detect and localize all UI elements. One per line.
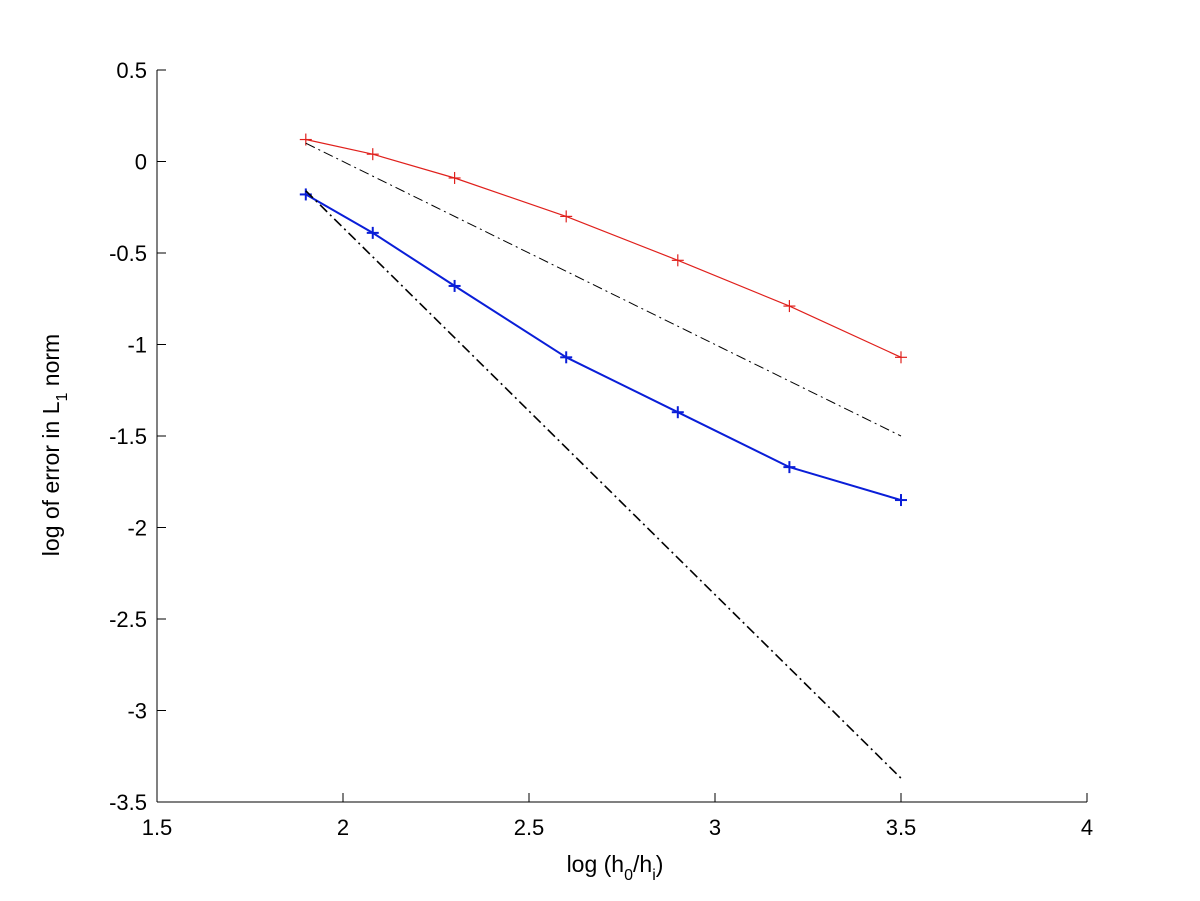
y-axis-label: log of error in L1 norm xyxy=(38,334,71,556)
y-tick-label: 0.5 xyxy=(116,58,147,83)
y-tick-label: 0 xyxy=(135,150,147,175)
y-tick-label: -2 xyxy=(127,516,147,541)
data-point xyxy=(448,279,461,292)
data-point xyxy=(783,300,796,313)
series-line-4 xyxy=(305,190,902,779)
data-point xyxy=(895,494,907,507)
series-line-2 xyxy=(305,193,902,502)
data-point xyxy=(366,226,379,239)
x-tick-label: 2.5 xyxy=(514,815,545,840)
x-tick-label: 3 xyxy=(709,815,721,840)
data-point xyxy=(560,210,573,223)
x-axis-label: log (h0/hi) xyxy=(567,851,664,884)
x-tick-label: 2 xyxy=(337,815,349,840)
data-point xyxy=(366,148,379,161)
data-point xyxy=(671,254,684,267)
series-group xyxy=(299,133,907,779)
data-point xyxy=(448,171,461,184)
data-point xyxy=(560,351,573,364)
y-tick-label: -3.5 xyxy=(109,790,147,815)
data-point xyxy=(895,351,907,364)
x-tick-label: 3.5 xyxy=(886,815,917,840)
y-tick-label: -1 xyxy=(127,333,147,358)
axis-titles: log (h0/hi) log of error in L1 norm xyxy=(38,334,663,884)
x-tick-label: 4 xyxy=(1081,815,1093,840)
data-point xyxy=(783,461,796,474)
x-tick-label: 1.5 xyxy=(142,815,173,840)
data-point xyxy=(671,406,684,419)
y-tick-label: -0.5 xyxy=(109,241,147,266)
axes xyxy=(156,70,1087,803)
y-tick-label: -1.5 xyxy=(109,424,147,449)
ticks: 1.5 2 2.5 3 3.5 4 0.5 0 -0.5 -1 -1.5 -2 -2.5 -3 -3.5 xyxy=(109,58,1093,840)
series-line-3 xyxy=(305,142,902,437)
y-tick-label: -3 xyxy=(127,699,147,724)
y-tick-label: -2.5 xyxy=(109,607,147,632)
